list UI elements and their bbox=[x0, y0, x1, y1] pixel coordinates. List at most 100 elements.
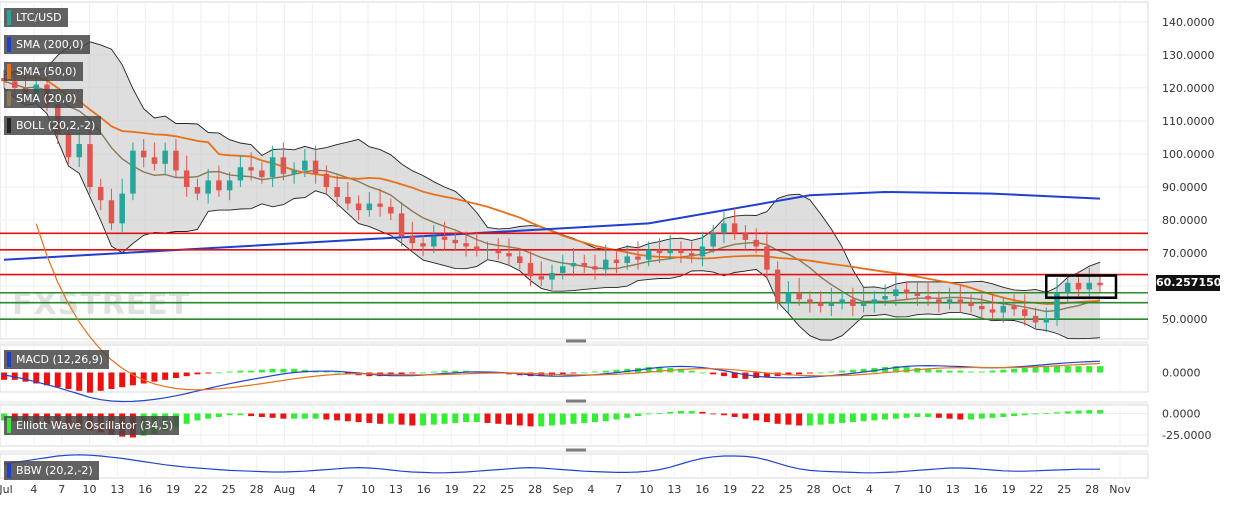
legend-bbw[interactable]: BBW (20,2,-2) bbox=[4, 461, 99, 480]
ewo-histogram-bar bbox=[409, 413, 416, 426]
legend-ewo[interactable]: Elliott Wave Oscillator (34,5) bbox=[4, 416, 180, 435]
macd-histogram-bar bbox=[194, 372, 201, 375]
candle-body bbox=[688, 253, 695, 257]
ewo-histogram-bar bbox=[355, 413, 362, 423]
x-tick-label: 22 bbox=[472, 483, 486, 496]
ewo-histogram-bar bbox=[291, 413, 298, 419]
x-tick-label: 25 bbox=[1057, 483, 1071, 496]
candle-body bbox=[506, 253, 512, 257]
macd-histogram-bar bbox=[65, 372, 72, 389]
ewo-histogram-bar bbox=[1097, 410, 1103, 414]
candle-body bbox=[216, 180, 222, 191]
legend-sma50[interactable]: SMA (50,0) bbox=[4, 62, 83, 81]
macd-histogram-bar bbox=[935, 369, 942, 373]
x-tick-label: 13 bbox=[946, 483, 960, 496]
ewo-histogram-bar bbox=[785, 413, 792, 425]
candle-body bbox=[76, 144, 82, 158]
candle-body bbox=[441, 236, 448, 240]
macd-histogram-bar bbox=[54, 372, 61, 388]
candle-body bbox=[570, 263, 577, 267]
ewo-histogram-bar bbox=[1075, 410, 1082, 414]
ewo-histogram-bar bbox=[656, 413, 663, 414]
legend-sma20[interactable]: SMA (20,0) bbox=[4, 89, 83, 108]
macd-histogram-bar bbox=[892, 366, 899, 373]
candle-body bbox=[613, 259, 620, 264]
x-tick-label: 16 bbox=[417, 483, 431, 496]
ewo-histogram-bar bbox=[377, 413, 384, 424]
ewo-histogram-bar bbox=[828, 413, 835, 424]
ewo-histogram-bar bbox=[946, 413, 953, 419]
macd-histogram-bar bbox=[269, 368, 276, 373]
x-tick-label: 4 bbox=[309, 483, 316, 496]
ewo-histogram-bar bbox=[817, 413, 824, 425]
macd-histogram-bar bbox=[591, 371, 598, 373]
macd-histogram-bar bbox=[1032, 367, 1039, 373]
macd-histogram-bar bbox=[258, 369, 265, 373]
candle-body bbox=[377, 203, 383, 207]
candle-body bbox=[602, 259, 609, 270]
y-tick-label: 100.0000 bbox=[1162, 148, 1215, 161]
candle-body bbox=[764, 246, 770, 270]
ewo-histogram-bar bbox=[667, 411, 674, 414]
macd-histogram-bar bbox=[1021, 367, 1028, 373]
macd-histogram-bar bbox=[753, 372, 760, 378]
ewo-histogram-bar bbox=[645, 413, 652, 415]
ewo-histogram-bar bbox=[387, 413, 394, 424]
macd-histogram-bar bbox=[248, 370, 255, 373]
legend-sma200[interactable]: SMA (200,0) bbox=[4, 35, 90, 54]
ewo-histogram-bar bbox=[473, 413, 480, 423]
ewo-y-tick-label: 0.0000 bbox=[1162, 408, 1201, 421]
macd-histogram-bar bbox=[882, 367, 889, 373]
ewo-histogram-bar bbox=[1043, 413, 1050, 414]
ewo-histogram-bar bbox=[978, 413, 985, 419]
x-tick-label: 19 bbox=[445, 483, 459, 496]
last-price-tag: 60.257150 bbox=[1156, 275, 1222, 291]
macd-histogram-bar bbox=[570, 372, 577, 374]
legend-boll[interactable]: BOLL (20,2,-2) bbox=[4, 116, 102, 135]
legend-boll-label: BOLL (20,2,-2) bbox=[16, 119, 96, 132]
ewo-histogram-bar bbox=[527, 413, 534, 427]
candle-body bbox=[871, 299, 878, 303]
panel-separator bbox=[0, 401, 1148, 404]
macd-histogram-bar bbox=[280, 368, 287, 373]
ewo-histogram-bar bbox=[699, 411, 706, 414]
ewo-histogram-bar bbox=[1064, 411, 1071, 414]
ewo-histogram-bar bbox=[269, 413, 276, 418]
macd-histogram-bar bbox=[22, 372, 29, 382]
x-tick-label: 7 bbox=[58, 483, 65, 496]
legend-swatch bbox=[7, 463, 11, 478]
candle-body bbox=[1000, 305, 1007, 313]
legend-macd[interactable]: MACD (12,26,9) bbox=[4, 350, 110, 369]
ewo-histogram-bar bbox=[463, 413, 470, 423]
bollinger-band-fill bbox=[4, 41, 1100, 341]
candle-body bbox=[538, 276, 545, 280]
legend-symbol[interactable]: LTC/USD bbox=[4, 8, 68, 27]
macd-histogram-bar bbox=[1075, 366, 1082, 373]
ewo-histogram-bar bbox=[882, 413, 889, 420]
x-tick-label: Nov bbox=[1109, 483, 1131, 496]
macd-histogram-bar bbox=[11, 372, 18, 380]
legend-swatch bbox=[7, 418, 11, 433]
macd-line bbox=[3, 360, 1101, 403]
x-tick-label: 16 bbox=[138, 483, 152, 496]
candle-body bbox=[635, 256, 641, 260]
macd-histogram-bar bbox=[828, 371, 835, 373]
candle-body bbox=[785, 292, 792, 303]
macd-histogram-bar bbox=[849, 369, 856, 373]
macd-histogram-bar bbox=[602, 370, 609, 373]
candle-body bbox=[817, 302, 824, 306]
macd-histogram-bar bbox=[957, 370, 964, 373]
macd-histogram-bar bbox=[989, 370, 996, 373]
x-tick-label: 22 bbox=[751, 483, 765, 496]
macd-histogram-bar bbox=[33, 372, 40, 384]
legend-symbol-label: LTC/USD bbox=[16, 11, 62, 24]
candle-body bbox=[807, 299, 813, 303]
macd-histogram-bar bbox=[172, 372, 179, 378]
candle-body bbox=[130, 150, 136, 194]
x-tick-label: Aug bbox=[274, 483, 295, 496]
candle-body bbox=[65, 134, 72, 158]
ewo-histogram-bar bbox=[215, 413, 222, 417]
macd-histogram-bar bbox=[806, 372, 813, 374]
